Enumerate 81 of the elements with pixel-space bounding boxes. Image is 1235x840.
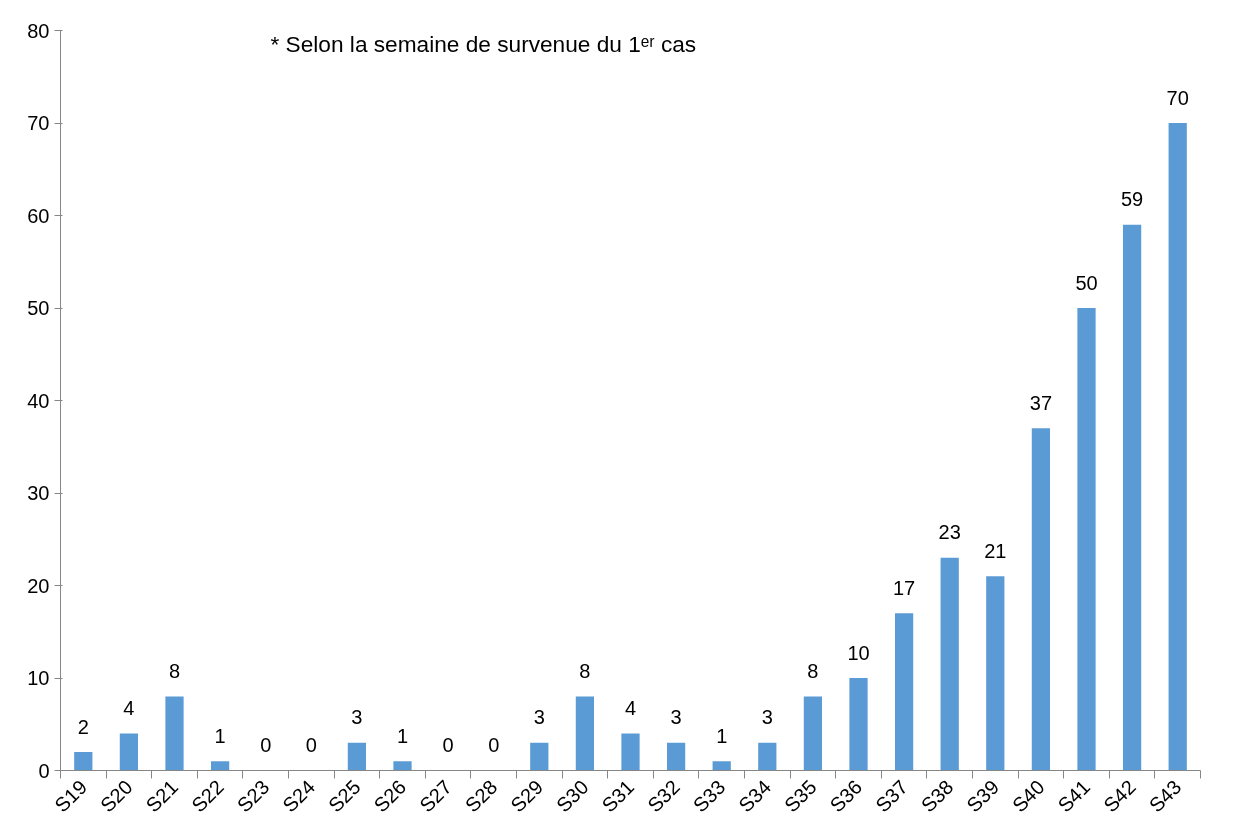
bar (1168, 123, 1187, 771)
bar (530, 742, 549, 771)
data-label: 1 (716, 724, 728, 747)
y-tick-label: 0 (38, 759, 50, 782)
x-tick-label: S21 (141, 775, 183, 817)
x-tick-label: S26 (369, 775, 411, 817)
x-tick-label: S19 (50, 775, 92, 817)
bar (165, 696, 184, 771)
y-tick-label: 50 (27, 297, 50, 319)
x-tick-label: S40 (1007, 775, 1049, 817)
data-label: 2 (77, 715, 89, 738)
y-tick-label: 60 (27, 204, 50, 227)
x-tick-label: S22 (187, 775, 228, 817)
data-label: 37 (1029, 391, 1053, 414)
data-label: 50 (1075, 271, 1098, 294)
y-tick-label: 40 (27, 389, 50, 412)
bar (666, 742, 686, 771)
x-tick-label: S24 (278, 775, 320, 817)
bar (712, 761, 731, 771)
bar (1031, 428, 1051, 771)
data-label: 0 (305, 734, 317, 756)
y-tick-label: 20 (27, 574, 50, 597)
data-label: 0 (488, 734, 500, 756)
data-label: 0 (260, 734, 272, 756)
x-tick-label: S32 (643, 775, 684, 817)
bar (74, 752, 93, 771)
data-label: 3 (761, 706, 773, 729)
x-tick-label: S33 (688, 775, 730, 817)
data-label: 1 (214, 724, 226, 747)
bar (393, 761, 412, 771)
x-tick-label: S34 (734, 775, 776, 817)
y-tick-label: 30 (27, 482, 50, 504)
x-tick-label: S31 (597, 775, 639, 817)
bar (621, 733, 640, 771)
bar (986, 576, 1005, 771)
data-label: 4 (624, 697, 637, 719)
x-tick-label: S20 (95, 775, 137, 817)
x-tick-label: S38 (916, 775, 958, 817)
bar (940, 557, 959, 771)
x-tick-label: S43 (1144, 775, 1186, 817)
x-tick-label: S30 (551, 775, 593, 817)
x-tick-label: S41 (1053, 775, 1095, 817)
x-tick-label: S27 (415, 775, 456, 817)
data-label: 3 (670, 706, 682, 729)
x-tick-label: S36 (825, 775, 867, 817)
bar (803, 696, 823, 771)
data-label: 59 (1120, 188, 1144, 211)
data-label: 4 (123, 697, 135, 719)
x-tick-label: S23 (232, 775, 274, 817)
x-tick-label: S25 (323, 775, 365, 817)
x-tick-label: S39 (962, 775, 1004, 817)
data-label: 8 (807, 660, 819, 682)
bar (210, 761, 230, 771)
bar (575, 696, 595, 771)
bar (1077, 308, 1096, 771)
bar (758, 742, 777, 771)
y-tick-label: 70 (27, 112, 50, 134)
bar (347, 742, 367, 771)
data-label: 8 (168, 660, 181, 682)
x-tick-label: S35 (779, 775, 821, 817)
x-tick-label: S37 (871, 775, 912, 817)
data-label: 10 (847, 641, 870, 664)
x-tick-label: S29 (506, 775, 548, 817)
data-label: 1 (396, 724, 409, 747)
annotation: * Selon la semaine de survenue du 1ᵉʳ cas (270, 30, 697, 57)
bar (849, 678, 868, 771)
data-label: 3 (533, 706, 545, 729)
data-label: 70 (1166, 86, 1189, 109)
x-tick-label: S42 (1099, 775, 1140, 817)
data-label: 17 (892, 576, 916, 599)
data-label: 21 (984, 539, 1007, 562)
bar (119, 733, 139, 771)
data-label: 0 (442, 734, 454, 756)
y-tick-label: 10 (27, 667, 50, 689)
bar (1122, 224, 1142, 771)
data-label: 23 (938, 521, 961, 544)
data-label: 8 (579, 660, 591, 682)
y-tick-label: 80 (27, 19, 50, 42)
data-label: 3 (351, 706, 363, 729)
x-tick-label: S28 (460, 775, 502, 817)
bar (894, 613, 914, 771)
